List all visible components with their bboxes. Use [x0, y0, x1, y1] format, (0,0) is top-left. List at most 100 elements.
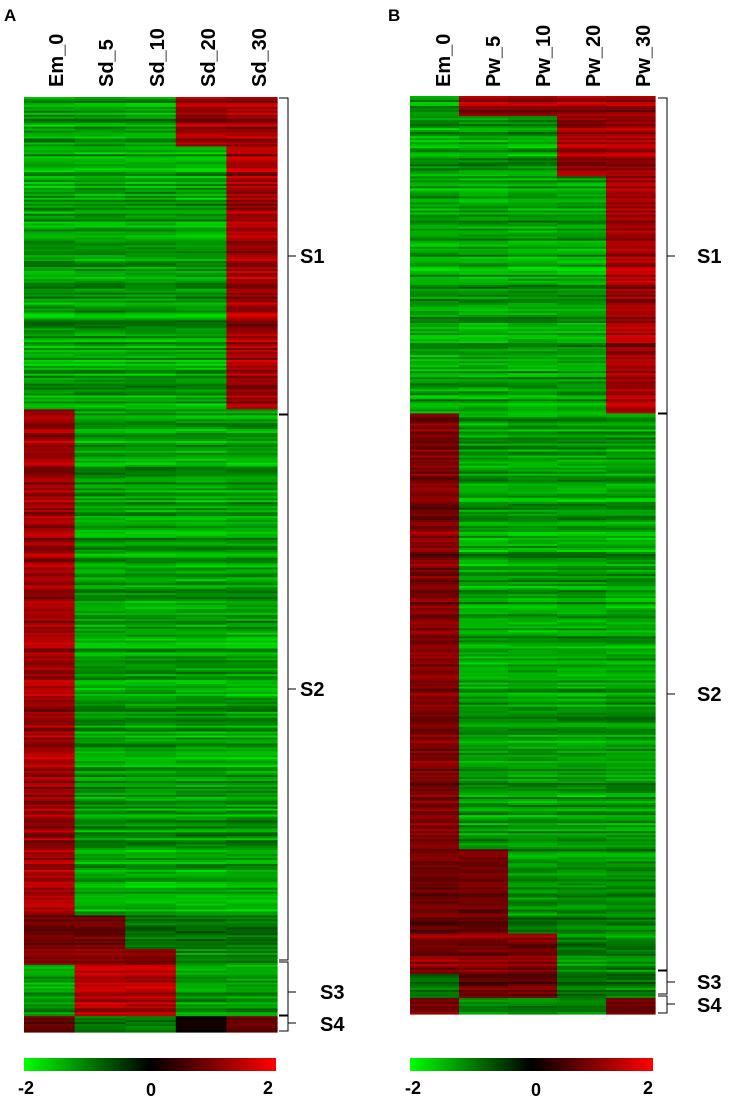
heatmap-cell-s2-sd_20 — [175, 753, 227, 756]
heatmap-cell-s2-em_0 — [410, 728, 460, 732]
heatmap-cell-s2-pw_20 — [557, 939, 607, 943]
heatmap-cell-s1-sd_20 — [175, 112, 227, 116]
heatmap-cell-s3-pw_5 — [459, 983, 509, 987]
heatmap-cell-s2-sd_10 — [125, 814, 177, 818]
heatmap-cell-s2-pw_5 — [459, 640, 509, 643]
heatmap-cell-s1-pw_20 — [557, 110, 607, 113]
heatmap-cell-s4-pw_20 — [557, 1005, 607, 1009]
heatmap-cell-s2-em_0 — [24, 786, 76, 790]
heatmap-cell-s2-pw_30 — [606, 678, 656, 682]
heatmap-cell-s2-sd_10 — [125, 664, 177, 667]
heatmap-cell-s2-pw_20 — [557, 616, 607, 619]
heatmap-cell-s2-pw_20 — [557, 531, 607, 535]
heatmap-cell-s1-sd_30 — [226, 359, 278, 363]
heatmap-cell-s2-sd_30 — [226, 638, 278, 642]
heatmap-cell-s1-pw_5 — [459, 280, 509, 284]
heatmap-cell-s1-pw_5 — [459, 411, 509, 414]
heatmap-cell-s2-pw_5 — [459, 652, 509, 656]
heatmap-cell-s1-pw_20 — [557, 282, 607, 286]
heatmap-cell-s2-sd_30 — [226, 425, 278, 428]
panel-b-col-label-2: Pw_5 — [483, 36, 505, 87]
heatmap-cell-s1-pw_10 — [508, 355, 558, 358]
heatmap-cell-s2-pw_20 — [557, 461, 607, 465]
heatmap-cell-s2-sd_20 — [175, 527, 227, 531]
panel-a: A Em_0 Sd_5 Sd_10 Sd_20 Sd_30 S1 S2 S3 S… — [4, 6, 345, 1100]
heatmap-cell-s2-pw_20 — [557, 489, 607, 493]
heatmap-cell-s1-sd_10 — [125, 387, 177, 391]
heatmap-cell-s3-sd_5 — [74, 992, 126, 996]
heatmap-cell-s2-pw_20 — [557, 427, 607, 431]
heatmap-cell-s1-pw_10 — [508, 230, 558, 234]
heatmap-cell-s1-em_0 — [24, 383, 76, 387]
heatmap-cell-s2-sd_20 — [175, 652, 227, 656]
heatmap-cell-s1-pw_5 — [459, 182, 509, 185]
heatmap-cell-s2-sd_30 — [226, 421, 278, 424]
heatmap-cell-s2-sd_20 — [175, 628, 227, 632]
heatmap-cell-s2-sd_30 — [226, 565, 278, 569]
heatmap-cell-s2-sd_5 — [74, 907, 126, 911]
heatmap-cell-s2-sd_20 — [175, 941, 227, 944]
heatmap-cell-s2-em_0 — [410, 702, 460, 706]
heatmap-cell-s2-pw_5 — [459, 678, 509, 682]
heatmap-cell-s1-sd_10 — [125, 251, 177, 254]
heatmap-cell-s2-sd_30 — [226, 824, 278, 828]
heatmap-cell-s1-sd_20 — [175, 272, 227, 276]
heatmap-cell-s2-pw_10 — [508, 656, 558, 660]
heatmap-cell-s2-em_0 — [410, 537, 460, 541]
heatmap-cell-s1-pw_5 — [459, 353, 509, 356]
heatmap-cell-s2-sd_20 — [175, 603, 227, 606]
heatmap-cell-s2-pw_5 — [459, 947, 509, 951]
heatmap-cell-s2-em_0 — [410, 971, 460, 975]
heatmap-cell-s1-sd_20 — [175, 110, 227, 114]
heatmap-cell-s1-em_0 — [410, 158, 460, 161]
heatmap-cell-s2-pw_5 — [459, 776, 509, 780]
heatmap-cell-s2-em_0 — [410, 558, 460, 561]
heatmap-cell-s2-pw_5 — [459, 467, 509, 471]
heatmap-cell-s2-em_0 — [410, 785, 460, 788]
heatmap-cell-s2-em_0 — [24, 478, 76, 482]
heatmap-cell-s2-pw_30 — [606, 785, 656, 788]
heatmap-cell-s1-em_0 — [24, 156, 76, 159]
heatmap-cell-s4-pw_10 — [508, 1009, 558, 1013]
heatmap-cell-s2-pw_5 — [459, 465, 509, 469]
heatmap-cell-s2-pw_5 — [459, 821, 509, 824]
heatmap-cell-s2-sd_10 — [125, 848, 177, 851]
heatmap-cell-s1-pw_10 — [508, 238, 558, 242]
heatmap-cell-s1-sd_10 — [125, 324, 177, 327]
heatmap-cell-s1-pw_5 — [459, 367, 509, 370]
heatmap-cell-s2-em_0 — [24, 891, 76, 895]
panel-a-cluster-label-s2: S2 — [300, 679, 324, 701]
heatmap-cell-s2-em_0 — [24, 784, 76, 788]
heatmap-cell-s1-em_0 — [410, 353, 460, 356]
heatmap-cell-s2-pw_20 — [557, 469, 607, 473]
heatmap-cell-s2-pw_5 — [459, 903, 509, 907]
heatmap-cell-s2-sd_20 — [175, 672, 227, 675]
heatmap-cell-s1-pw_30 — [606, 337, 656, 340]
heatmap-cell-s1-sd_10 — [125, 215, 177, 219]
heatmap-cell-s4-sd_20 — [175, 1020, 227, 1023]
heatmap-cell-s3-em_0 — [24, 1000, 76, 1003]
heatmap-cell-s2-em_0 — [410, 531, 460, 535]
heatmap-cell-s2-em_0 — [410, 568, 460, 571]
heatmap-cell-s3-sd_30 — [226, 1002, 278, 1005]
heatmap-cell-s1-pw_5 — [459, 373, 509, 376]
heatmap-cell-s2-sd_20 — [175, 907, 227, 911]
heatmap-cell-s2-pw_10 — [508, 700, 558, 704]
heatmap-cell-s2-sd_20 — [175, 504, 227, 507]
heatmap-cell-s2-pw_5 — [459, 945, 509, 949]
heatmap-cell-s2-pw_5 — [459, 714, 509, 718]
heatmap-cell-s1-em_0 — [24, 359, 76, 363]
heatmap-cell-s2-sd_30 — [226, 840, 278, 843]
heatmap-cell-s1-pw_5 — [459, 122, 509, 125]
heatmap-cell-s2-em_0 — [24, 585, 76, 588]
heatmap-cell-s1-sd_30 — [226, 189, 278, 193]
heatmap-cell-s2-pw_30 — [606, 582, 656, 585]
heatmap-cell-s1-sd_30 — [226, 304, 278, 308]
heatmap-cell-s2-em_0 — [410, 698, 460, 702]
heatmap-cell-s2-pw_10 — [508, 586, 558, 589]
heatmap-cell-s1-em_0 — [410, 164, 460, 167]
heatmap-cell-s2-pw_30 — [606, 732, 656, 736]
heatmap-cell-s2-sd_5 — [74, 541, 126, 545]
heatmap-cell-s1-sd_30 — [226, 270, 278, 274]
heatmap-cell-s2-sd_20 — [175, 620, 227, 624]
